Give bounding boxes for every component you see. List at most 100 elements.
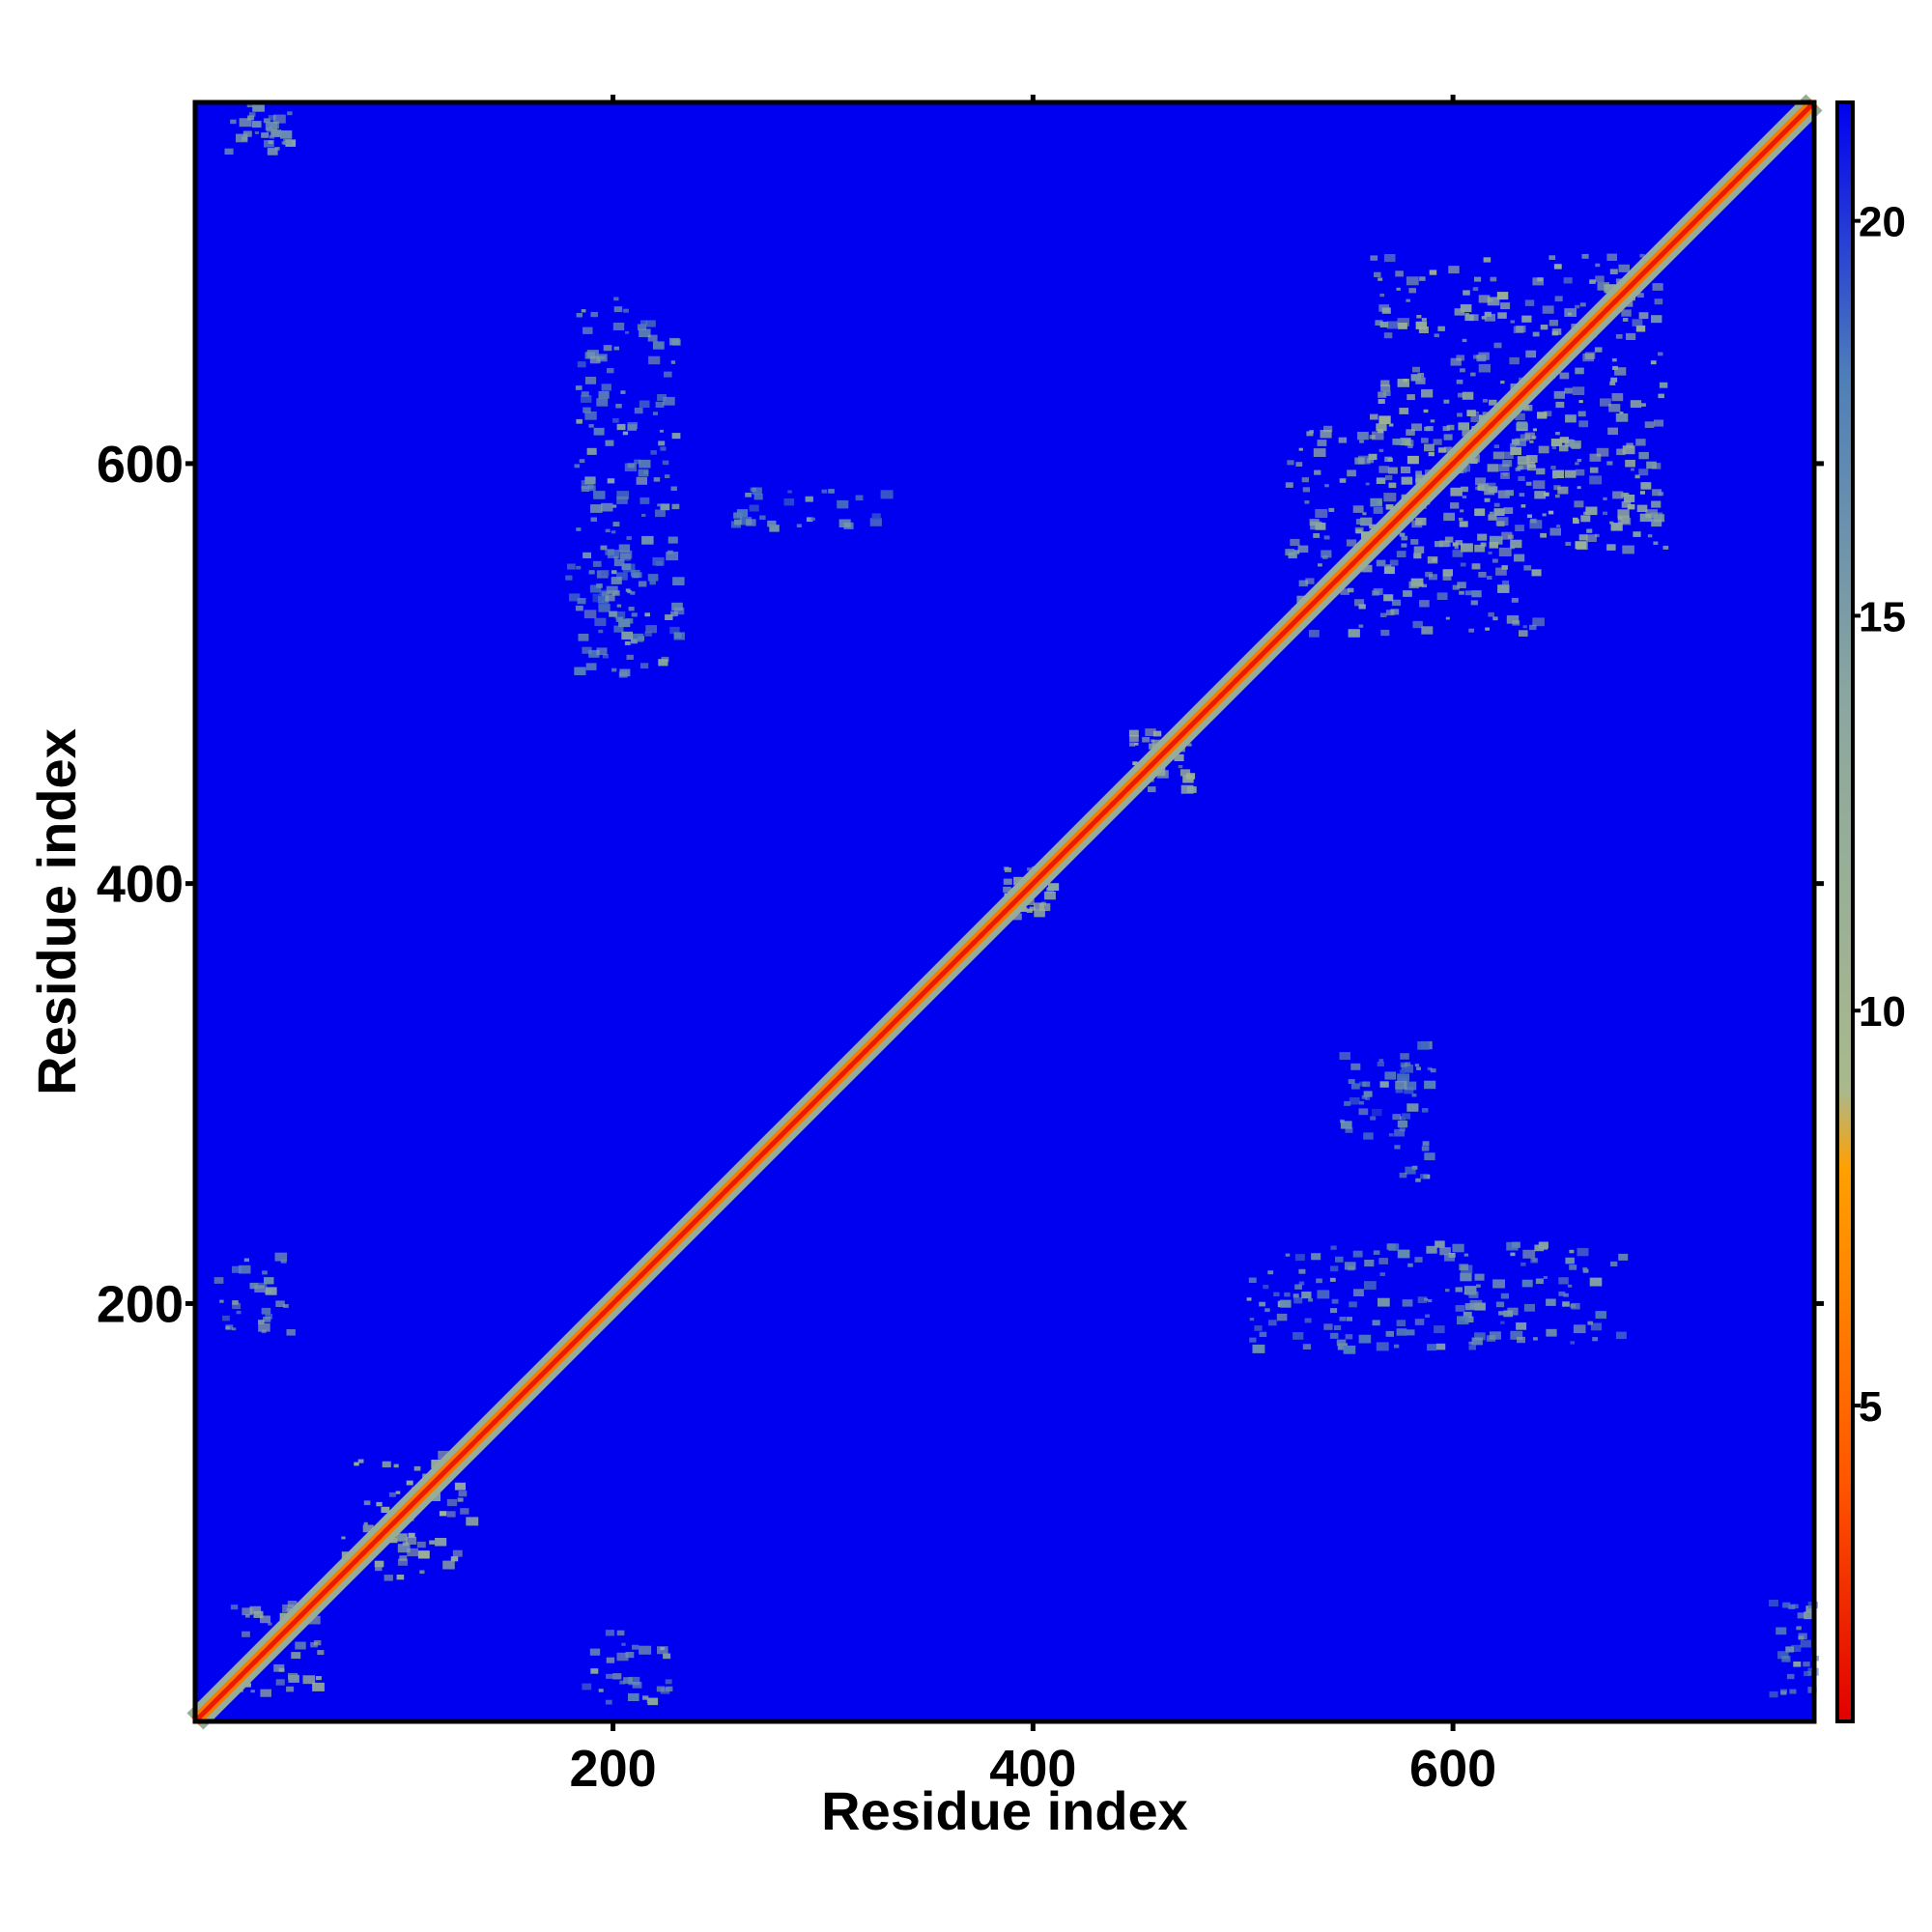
cluster-cell — [1658, 393, 1664, 399]
cluster-cell — [395, 1533, 408, 1542]
cluster-cell — [1464, 313, 1469, 316]
cluster-cell — [639, 328, 651, 338]
cluster-cell — [1510, 1330, 1523, 1340]
cluster-cell — [1392, 439, 1402, 445]
cluster-cell — [588, 649, 600, 658]
cluster-cell — [1339, 1052, 1350, 1061]
cluster-cell — [1249, 1318, 1255, 1321]
cluster-cell — [1600, 398, 1611, 407]
cluster-cell — [613, 306, 623, 313]
cluster-cell — [261, 1307, 271, 1315]
cluster-cell — [1513, 326, 1524, 333]
cluster-cell — [1595, 1311, 1606, 1320]
cluster-cell — [1348, 629, 1360, 638]
cluster-cell — [1460, 1272, 1472, 1282]
cluster-cell — [1521, 1279, 1533, 1288]
cluster-cell — [1378, 429, 1384, 434]
cluster-cell — [669, 626, 680, 635]
cluster-cell — [1612, 491, 1624, 499]
cluster-cell — [574, 667, 586, 675]
cluster-cell — [1370, 255, 1378, 261]
cluster-cell — [1519, 462, 1530, 470]
cluster-cell — [590, 517, 597, 522]
cluster-cell — [1422, 583, 1428, 588]
cluster-cell — [1402, 1113, 1410, 1120]
cluster-cell — [574, 464, 581, 469]
cluster-cell — [1459, 521, 1468, 527]
cluster-cell — [671, 361, 676, 364]
cluster-cell — [1391, 599, 1402, 607]
cluster-cell — [1328, 507, 1335, 512]
cluster-cell — [665, 614, 673, 620]
cluster-cell — [671, 602, 683, 611]
cluster-cell — [1415, 470, 1422, 476]
cluster-cell — [1471, 590, 1482, 598]
cluster-cell — [650, 450, 657, 455]
cluster-cell — [1488, 514, 1497, 521]
cluster-cell — [1442, 569, 1453, 577]
cluster-cell — [1523, 565, 1532, 571]
cluster-cell — [1485, 627, 1490, 631]
cluster-cell — [1603, 497, 1607, 500]
cluster-cell — [624, 640, 631, 645]
cluster-cell — [1589, 1277, 1603, 1287]
cluster-cell — [1636, 293, 1644, 298]
cluster-cell — [1502, 472, 1508, 476]
cluster-cell — [1607, 427, 1618, 436]
cluster-cell — [1407, 444, 1413, 448]
cluster-cell — [1404, 1087, 1414, 1094]
cluster-cell — [586, 350, 599, 358]
cluster-cell — [1462, 495, 1467, 498]
cluster-cell — [1311, 1253, 1321, 1261]
cluster-cell — [639, 400, 650, 408]
cluster-cell — [646, 1697, 655, 1704]
cluster-cell — [249, 1605, 262, 1614]
cluster-cell — [618, 544, 631, 553]
cluster-cell — [1373, 507, 1383, 514]
cluster-cell — [439, 1511, 447, 1517]
cluster-cell — [1798, 1633, 1807, 1639]
cluster-cell — [1492, 558, 1498, 563]
cluster-cell — [1646, 461, 1657, 469]
cluster-cell — [1537, 412, 1548, 419]
cluster-cell — [268, 1622, 272, 1626]
cluster-cell — [1524, 299, 1535, 306]
cluster-cell — [1442, 574, 1452, 581]
cluster-cell — [225, 1324, 234, 1330]
cluster-cell — [616, 1630, 625, 1636]
cluster-cell — [1446, 424, 1455, 431]
cluster-cell — [1364, 1281, 1377, 1291]
cluster-cell — [1403, 379, 1408, 383]
cluster-cell — [1527, 464, 1537, 471]
cluster-cell — [1464, 1316, 1474, 1322]
cluster-cell — [611, 530, 616, 534]
cluster-cell — [1304, 500, 1310, 504]
cluster-cell — [652, 341, 665, 350]
cluster-cell — [239, 118, 252, 128]
cluster-cell — [1358, 1334, 1372, 1344]
cluster-cell — [1264, 1308, 1270, 1313]
cluster-cell — [1293, 1297, 1303, 1304]
cluster-cell — [1555, 432, 1560, 436]
cluster-cell — [631, 633, 644, 642]
cluster-cell — [632, 1681, 642, 1689]
cluster-cell — [644, 612, 650, 617]
cluster-cell — [623, 1677, 633, 1685]
cluster-cell — [598, 604, 611, 612]
cluster-cell — [251, 121, 262, 128]
cluster-cell — [1444, 1254, 1455, 1262]
cluster-cell — [787, 490, 792, 494]
cluster-cell — [1174, 753, 1184, 761]
cluster-cell — [631, 612, 638, 617]
cluster-cell — [1595, 275, 1605, 282]
cluster-cell — [1426, 426, 1434, 432]
cluster-cell — [1546, 1298, 1556, 1306]
cluster-cell — [637, 324, 647, 330]
heatmap-area — [186, 94, 1823, 1730]
cluster-cell — [1430, 1068, 1436, 1073]
cluster-cell — [1590, 1322, 1603, 1331]
cluster-cell — [612, 323, 625, 330]
cluster-cell — [1529, 624, 1537, 631]
cluster-cell — [1621, 309, 1632, 317]
cluster-cell — [242, 1631, 250, 1637]
